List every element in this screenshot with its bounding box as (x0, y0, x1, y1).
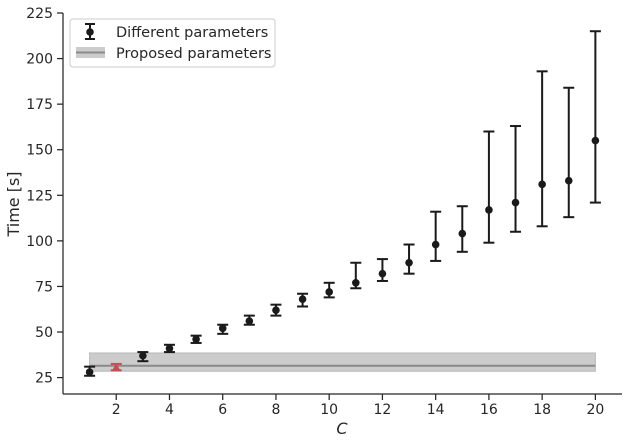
x-tick-label: 10 (320, 402, 338, 418)
x-axis-label: C (336, 419, 348, 438)
legend-marker-proposed-parameters (76, 47, 105, 58)
data-point (323, 281, 335, 299)
circle-marker (218, 324, 227, 333)
circle-marker (139, 351, 147, 360)
circle-marker (85, 368, 94, 376)
circle-marker (378, 269, 387, 278)
y-axis-label: Time [s] (4, 171, 23, 237)
legend-frame (69, 18, 276, 68)
circle-marker (352, 278, 360, 287)
x-tick-label: 14 (427, 402, 445, 418)
data-point (270, 303, 282, 317)
axes (62, 13, 622, 395)
data-point (376, 258, 388, 282)
circle-marker (405, 258, 413, 267)
data-point (403, 243, 415, 275)
circle-marker (458, 229, 467, 238)
data-point (483, 130, 495, 244)
y-tick-label: 175 (26, 97, 53, 113)
x-tick-label: 4 (165, 402, 174, 418)
circle-marker (485, 206, 493, 214)
circle-marker (564, 176, 573, 185)
data-point (456, 205, 468, 253)
circle-marker (325, 288, 333, 296)
circle-marker (165, 344, 174, 353)
legend-label-proposed-parameters: Proposed parameters (116, 46, 271, 62)
circle-marker (192, 335, 200, 344)
data-point (563, 86, 575, 219)
data-point (536, 70, 548, 228)
circle-marker (511, 198, 520, 207)
x-tick-label: 18 (533, 402, 551, 418)
data-point (430, 210, 442, 262)
y-tick-label: 125 (26, 188, 53, 204)
x-tick-label: 12 (374, 402, 392, 418)
y-tick-label: 25 (35, 371, 53, 387)
y-tick-label: 150 (26, 143, 53, 159)
data-point (163, 343, 175, 354)
y-tick-label: 50 (35, 325, 53, 341)
data-point (510, 125, 522, 233)
x-tick-label: 2 (112, 402, 121, 418)
y-tick-label: 200 (26, 52, 53, 68)
circle-marker (431, 240, 440, 249)
circle-marker (591, 136, 600, 145)
circle-marker (538, 180, 546, 189)
data-point (84, 365, 96, 377)
legend: Different parameters Proposed parameters (69, 18, 276, 68)
circle-marker (245, 317, 254, 325)
circle-marker (298, 295, 307, 304)
legend-circle-icon (86, 28, 94, 36)
y-tick-label: 225 (26, 6, 53, 22)
legend-label-different-parameters: Different parameters (116, 25, 268, 41)
triangle-marker (111, 363, 121, 372)
data-point (190, 334, 202, 344)
data-point (589, 30, 601, 204)
x-ticks: 2 4 6 8 10 12 14 16 18 20 (112, 394, 604, 418)
data-point (137, 351, 149, 363)
errorbar-layer (84, 30, 601, 377)
y-tick-label: 75 (35, 279, 53, 295)
legend-marker-different-parameters (85, 23, 95, 40)
data-point (243, 314, 255, 326)
data-point (297, 292, 309, 308)
data-point (217, 323, 229, 335)
data-point (350, 261, 362, 290)
circle-marker (272, 306, 280, 314)
x-tick-label: 16 (480, 402, 498, 418)
data-point (110, 362, 122, 372)
proposed-band (89, 352, 596, 372)
x-tick-label: 8 (271, 402, 280, 418)
y-tick-label: 100 (26, 234, 53, 250)
proposed-band-layer (89, 352, 596, 372)
x-tick-label: 6 (218, 402, 227, 418)
y-ticks: 25 50 75 100 125 150 175 200 225 (26, 6, 63, 387)
x-tick-label: 20 (586, 402, 604, 418)
